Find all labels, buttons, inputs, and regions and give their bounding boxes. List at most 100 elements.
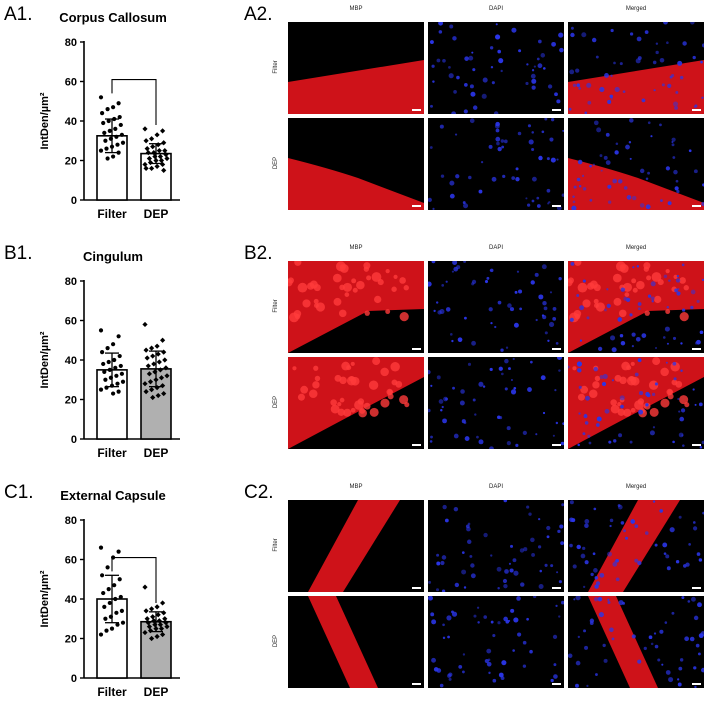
dapi-nucleus bbox=[604, 73, 609, 78]
bar-chart-external-capsule: External Capsule IntDen/µm² 0 20 40 60 80 Filte… bbox=[39, 488, 180, 699]
dapi-nucleus bbox=[628, 141, 632, 144]
data-point bbox=[162, 357, 168, 363]
dapi-nucleus bbox=[486, 648, 492, 654]
mbp-cell bbox=[660, 398, 670, 408]
dapi-nucleus bbox=[581, 32, 587, 38]
dapi-nucleus bbox=[569, 500, 574, 505]
dapi-nucleus bbox=[430, 435, 433, 439]
scale-bar bbox=[552, 109, 561, 111]
data-point bbox=[160, 161, 166, 168]
mbp-cell bbox=[312, 381, 320, 389]
mbp-cell bbox=[617, 408, 625, 417]
dapi-nucleus bbox=[690, 289, 696, 295]
dapi-nucleus bbox=[684, 636, 690, 642]
dapi-nucleus bbox=[576, 294, 580, 297]
dapi-nucleus bbox=[436, 58, 441, 63]
dapi-nucleus bbox=[650, 296, 655, 301]
dapi-nucleus bbox=[639, 391, 644, 396]
dapi-nucleus bbox=[438, 22, 444, 26]
dapi-nucleus bbox=[513, 617, 519, 623]
mbp-cell bbox=[348, 375, 355, 382]
dapi-nucleus bbox=[497, 49, 501, 54]
scale-bar bbox=[552, 587, 561, 589]
dapi-nucleus bbox=[432, 80, 435, 83]
dapi-nucleus bbox=[436, 588, 440, 592]
dapi-nucleus bbox=[637, 302, 642, 306]
dapi-nucleus bbox=[503, 500, 508, 503]
data-point bbox=[114, 373, 119, 378]
dapi-nucleus bbox=[488, 144, 493, 149]
x-tick-label: Filter bbox=[97, 685, 127, 699]
dapi-nucleus bbox=[663, 22, 668, 25]
dapi-nucleus bbox=[607, 184, 612, 189]
dapi-nucleus bbox=[430, 104, 433, 108]
dapi-nucleus bbox=[625, 536, 629, 540]
data-point bbox=[143, 165, 149, 171]
dapi-nucleus bbox=[678, 410, 681, 413]
dapi-nucleus bbox=[660, 199, 663, 202]
data-point bbox=[149, 387, 155, 393]
dapi-nucleus bbox=[637, 659, 642, 664]
mbp-cell bbox=[660, 367, 669, 377]
dapi-nucleus bbox=[477, 621, 480, 624]
dapi-nucleus bbox=[496, 566, 502, 572]
data-point bbox=[149, 606, 155, 612]
dapi-nucleus bbox=[662, 336, 666, 339]
dapi-nucleus bbox=[688, 543, 691, 546]
dapi-nucleus bbox=[466, 539, 472, 545]
dapi-nucleus bbox=[444, 518, 449, 523]
dapi-nucleus bbox=[631, 332, 636, 337]
data-point bbox=[144, 355, 150, 361]
data-point bbox=[155, 392, 161, 399]
dapi-nucleus bbox=[469, 554, 473, 558]
scale-bar bbox=[412, 348, 421, 350]
dapi-nucleus bbox=[666, 342, 669, 345]
dapi-nucleus bbox=[673, 377, 677, 381]
data-point bbox=[107, 128, 112, 133]
dapi-nucleus bbox=[667, 83, 672, 88]
dapi-nucleus bbox=[634, 558, 639, 563]
dapi-nucleus bbox=[678, 515, 682, 519]
dapi-nucleus bbox=[591, 37, 597, 43]
micrograph-dep-merged bbox=[568, 596, 704, 688]
dapi-nucleus bbox=[593, 120, 599, 126]
dapi-nucleus bbox=[675, 278, 681, 283]
mbp-cell bbox=[623, 408, 632, 417]
dapi-nucleus bbox=[605, 132, 610, 137]
dapi-nucleus bbox=[461, 551, 465, 554]
dapi-nucleus bbox=[593, 366, 598, 372]
dapi-nucleus bbox=[550, 678, 554, 683]
scale-bar bbox=[552, 205, 561, 207]
dapi-nucleus bbox=[573, 185, 577, 189]
data-point bbox=[111, 154, 116, 159]
dapi-nucleus bbox=[672, 336, 677, 340]
dapi-nucleus bbox=[578, 412, 581, 415]
mbp-cell bbox=[617, 402, 622, 407]
dapi-nucleus bbox=[451, 111, 457, 114]
data-point bbox=[119, 608, 124, 613]
dapi-nucleus bbox=[469, 118, 475, 124]
dapi-nucleus bbox=[506, 441, 511, 446]
mbp-cell bbox=[350, 361, 355, 366]
data-point bbox=[120, 379, 126, 384]
dapi-nucleus bbox=[677, 678, 680, 681]
scale-bar bbox=[692, 683, 701, 685]
dapi-nucleus bbox=[534, 272, 539, 277]
mbp-cell bbox=[651, 272, 662, 282]
micrograph-filter-dapi bbox=[428, 22, 564, 114]
dapi-nucleus bbox=[494, 34, 501, 40]
mbp-cell bbox=[619, 264, 629, 273]
dapi-nucleus bbox=[609, 524, 612, 528]
data-point bbox=[161, 167, 167, 173]
dapi-nucleus bbox=[697, 652, 701, 656]
dapi-nucleus bbox=[680, 408, 686, 413]
dapi-nucleus bbox=[493, 111, 499, 114]
dapi-nucleus bbox=[619, 333, 624, 338]
dapi-nucleus bbox=[648, 635, 653, 640]
dapi-nucleus bbox=[515, 177, 520, 182]
dapi-nucleus bbox=[531, 176, 537, 182]
dapi-nucleus bbox=[430, 612, 435, 617]
mbp-cell bbox=[624, 292, 630, 297]
dapi-nucleus bbox=[698, 402, 703, 407]
dapi-nucleus bbox=[654, 543, 658, 547]
